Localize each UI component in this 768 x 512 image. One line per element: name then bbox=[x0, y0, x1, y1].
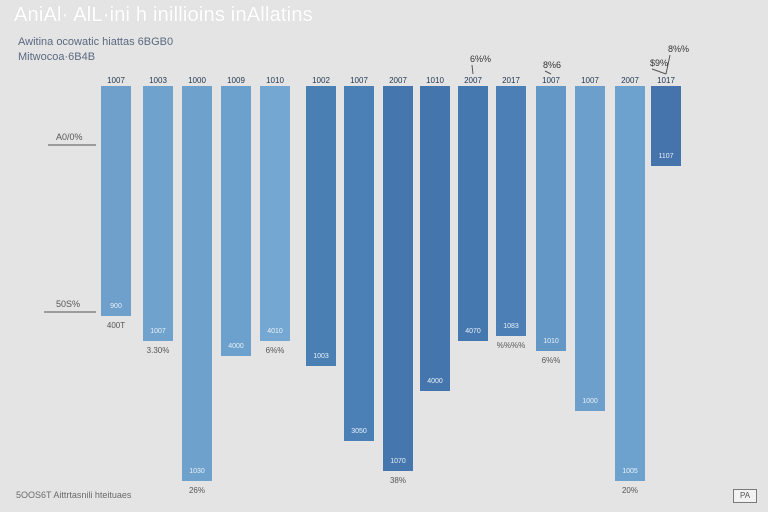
bar bbox=[575, 86, 605, 411]
bar-value-label: 1003 bbox=[313, 353, 329, 360]
callout-label: $9% bbox=[650, 58, 668, 68]
bar-value-label: 1005 bbox=[622, 468, 638, 475]
bar-value-label: 1007 bbox=[150, 328, 166, 335]
callout-leader-line bbox=[544, 70, 552, 75]
bar bbox=[344, 86, 374, 441]
source-note: 5OOS6T Aittrtasnili hteituaes bbox=[16, 490, 132, 500]
bar-percent-label: 3.30% bbox=[147, 346, 170, 355]
bar bbox=[496, 86, 526, 336]
callout-leader-line bbox=[471, 64, 474, 75]
bar-value-label: 4010 bbox=[267, 328, 283, 335]
category-label: 1007 bbox=[581, 76, 599, 85]
callout-label: 8%% bbox=[668, 44, 689, 54]
bar bbox=[615, 86, 645, 481]
category-label: 2007 bbox=[389, 76, 407, 85]
category-label: 1017 bbox=[657, 76, 675, 85]
bar-value-label: 4070 bbox=[465, 328, 481, 335]
bar bbox=[260, 86, 290, 341]
chart-subtitle-secondary: Mitwocoa·6B4B bbox=[18, 51, 96, 63]
chart-title: AniAl· AlL·ini h inillioins inAllatins bbox=[14, 4, 313, 26]
bar-value-label: 1030 bbox=[189, 468, 205, 475]
publisher-logo: PA bbox=[733, 489, 757, 503]
category-label: 1000 bbox=[188, 76, 206, 85]
category-label: 1007 bbox=[542, 76, 560, 85]
bar bbox=[536, 86, 566, 351]
callout-label: 6%% bbox=[470, 54, 491, 64]
category-label: 1009 bbox=[227, 76, 245, 85]
bar-value-label: 3050 bbox=[351, 428, 367, 435]
chart-subtitle: Awitina ocowatic hiattas 6​BGB0 bbox=[18, 36, 174, 48]
bar bbox=[182, 86, 212, 481]
bar-percent-label: 38% bbox=[390, 476, 406, 485]
bar-percent-label: %%%% bbox=[497, 341, 525, 350]
bar bbox=[420, 86, 450, 391]
bar-value-label: 1107 bbox=[658, 153, 673, 160]
bar-percent-label: 20% bbox=[622, 486, 638, 495]
category-label: 1003 bbox=[149, 76, 167, 85]
callout-leader-line bbox=[665, 54, 671, 75]
category-label: 2017 bbox=[502, 76, 520, 85]
callout-leader-line bbox=[651, 68, 667, 75]
bar bbox=[651, 86, 681, 166]
category-label: 2007 bbox=[464, 76, 482, 85]
bar-percent-label: 6%% bbox=[266, 346, 285, 355]
bar bbox=[458, 86, 488, 341]
category-label: 1002 bbox=[312, 76, 330, 85]
bar-value-label: 4000 bbox=[228, 343, 244, 350]
bar-percent-label: 400T bbox=[107, 321, 125, 330]
category-label: 1010 bbox=[426, 76, 444, 85]
category-label: 1010 bbox=[266, 76, 284, 85]
bar-value-label: 1010 bbox=[543, 338, 559, 345]
bar bbox=[221, 86, 251, 356]
bar-value-label: 1070 bbox=[390, 458, 406, 465]
axis-tick-label: 50S% bbox=[56, 299, 80, 309]
category-label: 2007 bbox=[621, 76, 639, 85]
bar-value-label: 1000 bbox=[582, 398, 598, 405]
callout-label: 8%6 bbox=[543, 60, 561, 70]
category-label: 1007 bbox=[350, 76, 368, 85]
bar-percent-label: 6%% bbox=[542, 356, 561, 365]
bar-value-label: 900 bbox=[110, 303, 122, 310]
bar bbox=[306, 86, 336, 366]
bar-value-label: 1083 bbox=[503, 323, 519, 330]
bar bbox=[383, 86, 413, 471]
bar bbox=[101, 86, 131, 316]
bar-percent-label: 26% bbox=[189, 486, 205, 495]
category-label: 1007 bbox=[107, 76, 125, 85]
bar-value-label: 4000 bbox=[427, 378, 443, 385]
bar bbox=[143, 86, 173, 341]
axis-tick-label: A0/0% bbox=[56, 132, 83, 142]
